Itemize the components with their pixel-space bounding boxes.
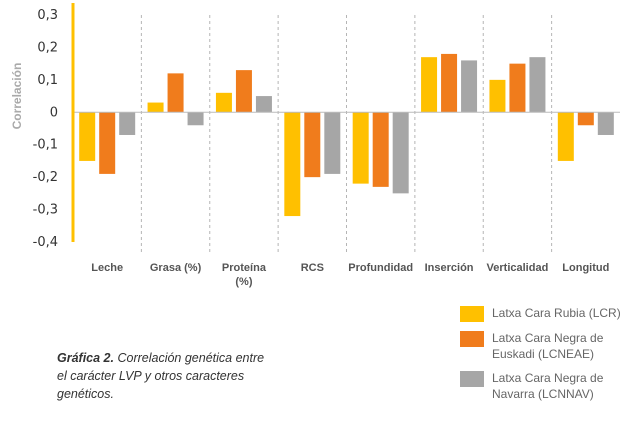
- bar: [421, 57, 438, 113]
- y-axis-ticks: 0,3 0,2 0,1 0 -0,1 -0,2 -0,3 -0,4: [33, 8, 58, 250]
- y-tick-label: -0,1: [33, 138, 58, 153]
- bar: [304, 112, 321, 178]
- x-category-label: Inserción: [425, 262, 474, 274]
- category-separators: [140, 15, 553, 252]
- bar: [147, 102, 164, 113]
- legend-swatch-lcnnav: [460, 371, 484, 387]
- x-category-label: Proteína (%): [222, 262, 267, 288]
- bar: [509, 63, 526, 113]
- y-tick-label: -0,2: [33, 170, 58, 185]
- legend-swatch-lcneae: [460, 331, 484, 347]
- legend-item-lcr: Latxa Cara Rubia (LCR): [460, 305, 632, 322]
- bar: [461, 60, 478, 113]
- bars: [79, 53, 614, 217]
- bar: [284, 112, 301, 217]
- bar: [235, 70, 252, 113]
- bar: [79, 112, 96, 161]
- legend: Latxa Cara Rubia (LCR) Latxa Cara Negra …: [460, 305, 632, 410]
- bar: [577, 112, 594, 126]
- y-tick-label: 0,2: [37, 40, 58, 55]
- legend-label-lcnnav: Latxa Cara Negra de Navarra (LCNNAV): [492, 371, 604, 401]
- bar: [99, 112, 116, 174]
- bar: [324, 112, 341, 174]
- y-tick-label: -0,4: [33, 235, 58, 250]
- bar: [529, 57, 546, 113]
- bar: [597, 112, 614, 135]
- x-category-label: Grasa (%): [150, 262, 202, 274]
- x-category-label: RCS: [301, 262, 324, 274]
- y-tick-label: 0: [50, 105, 58, 120]
- bar: [215, 92, 232, 113]
- bar-chart: 0,3 0,2 0,1 0 -0,1 -0,2 -0,3 -0,4 Leche Grasa (%…: [10, 3, 620, 288]
- caption-text: Correlación genética entre el carácter L…: [57, 351, 265, 401]
- legend-label-lcneae: Latxa Cara Negra de Euskadi (LCNEAE): [492, 331, 604, 361]
- legend-swatch-lcr: [460, 306, 484, 322]
- legend-label-lcr: Latxa Cara Rubia (LCR): [492, 306, 621, 320]
- figure-caption: Gráfica 2. Correlación genética entre el…: [57, 349, 272, 403]
- y-tick-label: 0,3: [37, 8, 58, 23]
- bar: [255, 96, 272, 113]
- x-axis-categories: Leche Grasa (%) Proteína (%) RCS Profundidad I…: [91, 262, 609, 288]
- legend-item-lcnnav: Latxa Cara Negra de Navarra (LCNNAV): [460, 370, 632, 402]
- x-category-label: Verticalidad: [487, 262, 549, 274]
- caption-title: Gráfica 2.: [57, 351, 114, 365]
- bar: [441, 53, 458, 113]
- bar: [489, 79, 506, 113]
- y-axis-label: Correlación: [10, 63, 24, 130]
- bar: [372, 112, 389, 187]
- y-tick-label: -0,3: [33, 203, 58, 218]
- y-tick-label: 0,1: [37, 73, 58, 88]
- bar: [557, 112, 574, 161]
- bar: [392, 112, 409, 194]
- legend-item-lcneae: Latxa Cara Negra de Euskadi (LCNEAE): [460, 330, 632, 362]
- x-category-label: Longitud: [562, 262, 609, 274]
- x-category-label: Leche: [91, 262, 123, 274]
- bar: [167, 73, 184, 113]
- x-category-label: Profundidad: [348, 262, 413, 274]
- bar: [352, 112, 369, 184]
- bar: [119, 112, 136, 135]
- bar: [187, 112, 204, 126]
